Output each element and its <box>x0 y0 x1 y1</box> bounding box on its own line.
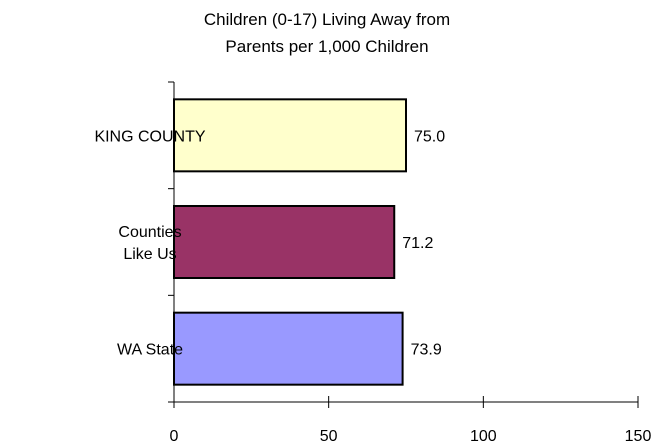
data-label: 71.2 <box>402 235 433 252</box>
bar <box>173 98 407 173</box>
data-label: 73.9 <box>411 342 442 359</box>
x-tick-label: 150 <box>625 428 652 445</box>
category-label: Like Us <box>123 246 176 263</box>
category-label: KING COUNTY <box>94 128 205 145</box>
bar <box>173 311 404 386</box>
data-label: 75.0 <box>414 128 445 145</box>
x-tick-label: 100 <box>470 428 497 445</box>
bar <box>173 205 396 279</box>
category-label: WA State <box>117 342 183 359</box>
category-label: Counties <box>118 224 181 241</box>
x-tick-label: 0 <box>170 428 179 445</box>
chart-title-line-1: Children (0-17) Living Away from <box>204 10 450 29</box>
x-tick-label: 50 <box>320 428 338 445</box>
chart-title-line-2: Parents per 1,000 Children <box>225 37 428 56</box>
